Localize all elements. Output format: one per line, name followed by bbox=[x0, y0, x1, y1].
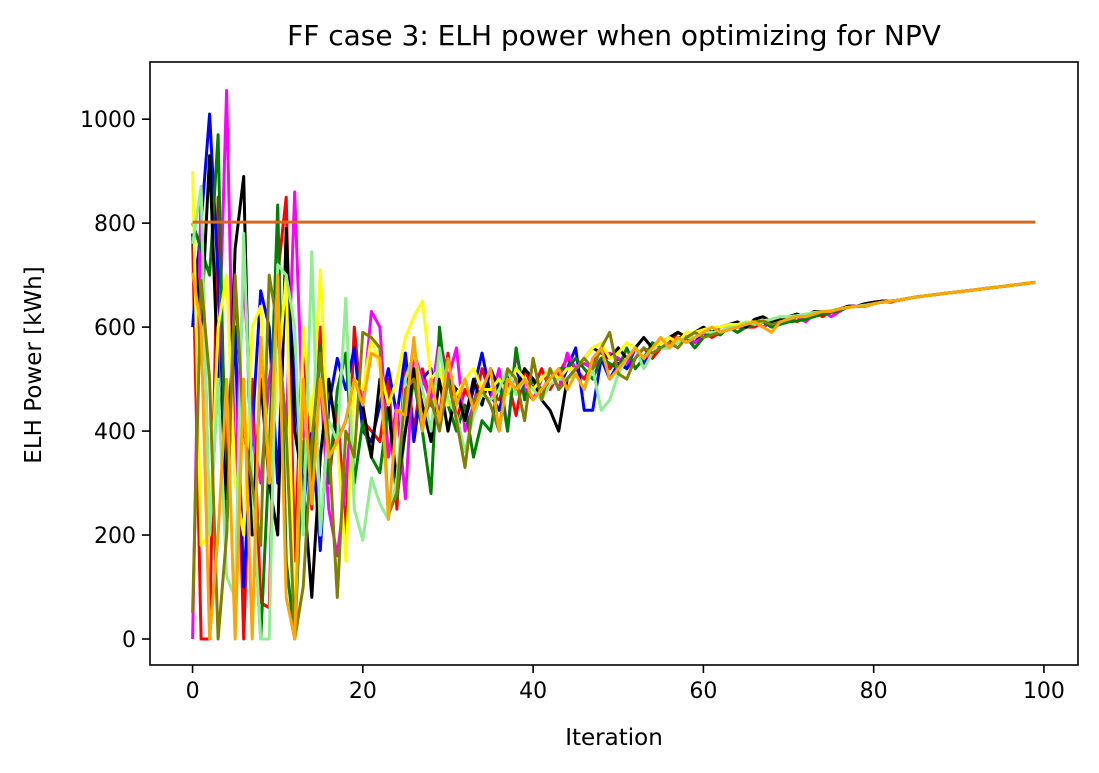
y-tick-label: 200 bbox=[94, 524, 136, 549]
series-layer bbox=[191, 89, 1036, 641]
chart-title: FF case 3: ELH power when optimizing for… bbox=[287, 19, 941, 52]
y-axis-label: ELH Power [kWh] bbox=[21, 266, 47, 463]
y-tick-label: 1000 bbox=[80, 108, 136, 133]
x-tick-label: 40 bbox=[519, 679, 547, 704]
x-tick-label: 80 bbox=[860, 679, 888, 704]
x-tick-label: 60 bbox=[689, 679, 717, 704]
y-axis-ticks: 0 200 400 600 800 1000 bbox=[80, 108, 150, 653]
x-axis-label: Iteration bbox=[565, 725, 663, 751]
x-axis-ticks: 0 20 40 60 80 100 bbox=[186, 665, 1065, 704]
y-tick-label: 400 bbox=[94, 420, 136, 445]
y-tick-label: 600 bbox=[94, 316, 136, 341]
x-tick-label: 100 bbox=[1023, 679, 1065, 704]
series-line-9 bbox=[191, 272, 1036, 641]
x-tick-label: 20 bbox=[349, 679, 377, 704]
y-tick-label: 0 bbox=[122, 628, 136, 653]
plot-frame bbox=[149, 61, 1079, 666]
x-tick-label: 0 bbox=[186, 679, 200, 704]
y-tick-label: 800 bbox=[94, 212, 136, 237]
